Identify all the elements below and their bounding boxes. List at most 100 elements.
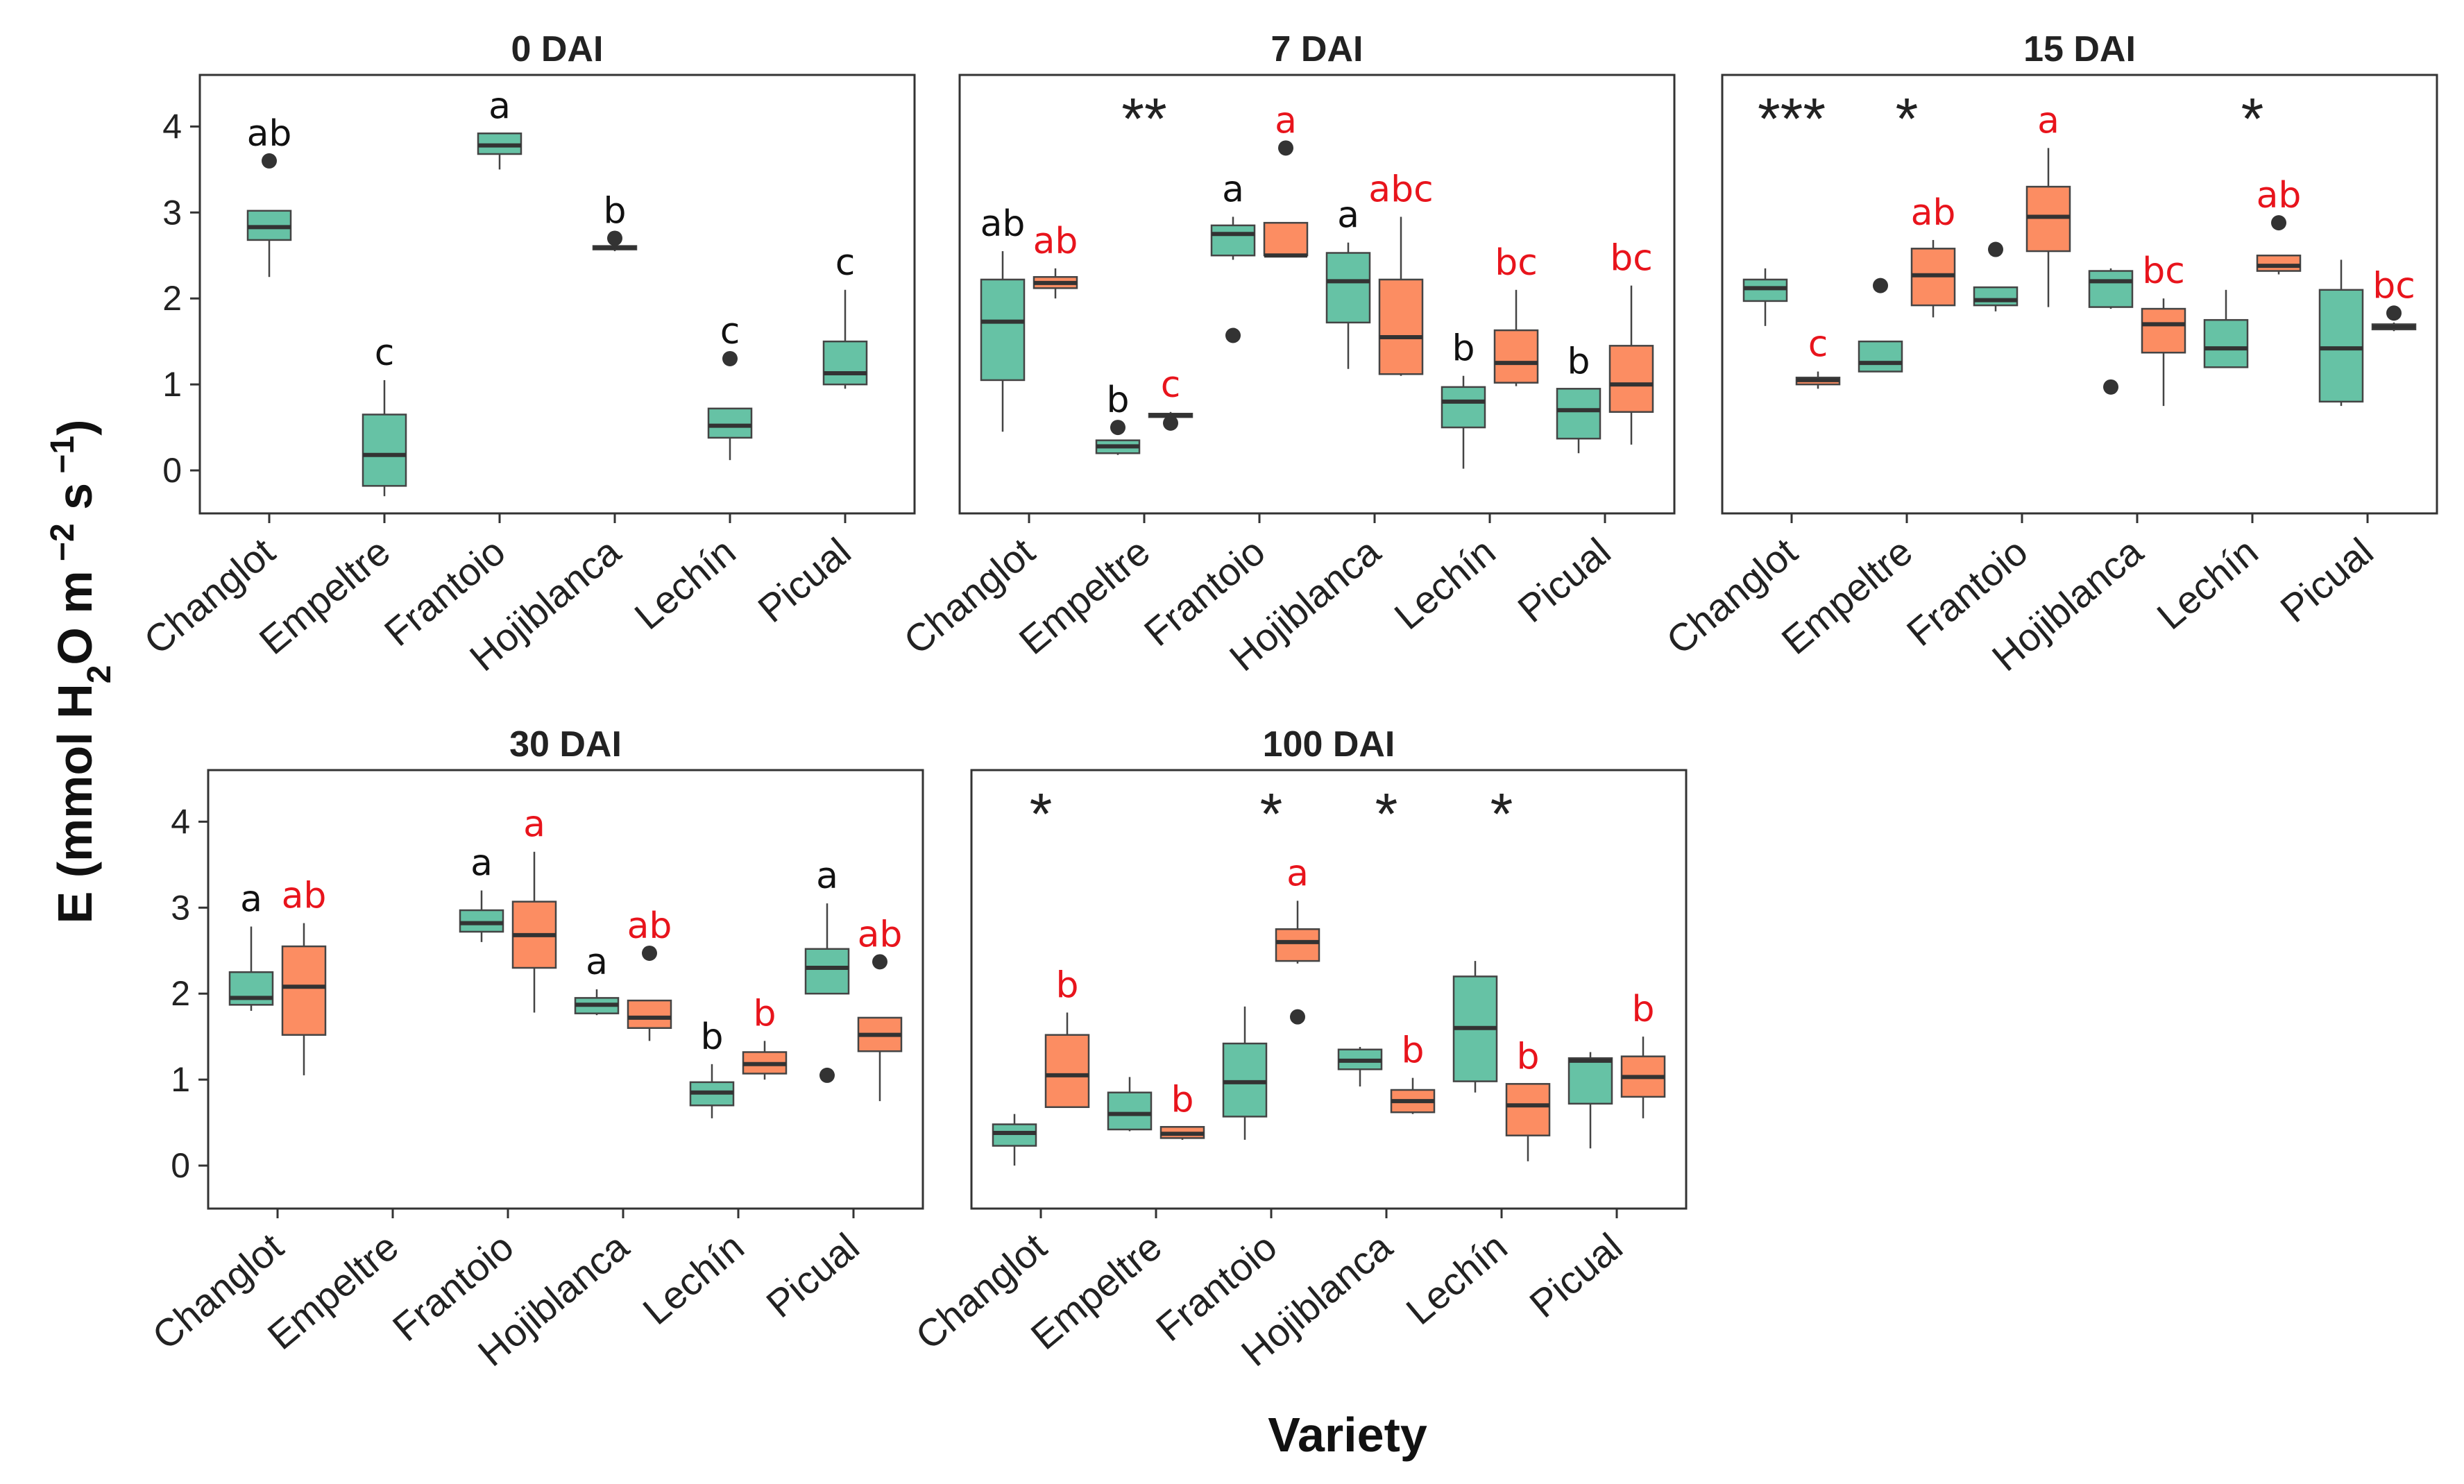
y-tick-label: 3 <box>171 888 190 927</box>
x-axis-title: Variety <box>1268 1408 1427 1462</box>
box-empeltre-control: b <box>1095 379 1141 455</box>
box-iqr <box>707 407 753 439</box>
panel-title: 7 DAI <box>1271 29 1363 69</box>
x-tick-label-picual: Picual <box>1521 1225 1630 1326</box>
panel-30-dai: 30 DAI01234ChanglotEmpeltreFrantoioHojib… <box>144 724 924 1374</box>
box-changlot-inoculated: b <box>1044 964 1090 1109</box>
outlier-point <box>722 350 738 366</box>
significance-letter: a <box>2037 100 2059 142</box>
box-frantoio-control <box>1222 1006 1268 1140</box>
box-lechin-inoculated: bc <box>1493 242 1539 386</box>
panel-title: 100 DAI <box>1263 724 1395 765</box>
significance-letter: b <box>1567 341 1590 382</box>
x-tick-label-changlot: Changlot <box>1658 529 1805 663</box>
significance-stars-hojiblanca: * <box>1375 781 1398 846</box>
box-iqr <box>2203 318 2249 368</box>
box-picual-inoculated: bc <box>1608 238 1654 445</box>
significance-letter: b <box>1516 1036 1539 1077</box>
box-iqr <box>2256 254 2302 272</box>
box-picual-control <box>2318 259 2364 407</box>
outlier-point <box>1163 415 1178 431</box>
box-empeltre-inoculated: b <box>1159 1079 1205 1140</box>
box-iqr <box>1858 340 1903 373</box>
box-frantoio-inoculated: a <box>511 804 557 1013</box>
box-iqr <box>1505 1083 1551 1136</box>
y-tick-label: 2 <box>162 279 182 318</box>
box-hojiblanca-inoculated: abc <box>1368 169 1434 376</box>
significance-letter: b <box>1106 379 1129 421</box>
panel-title: 0 DAI <box>511 29 604 69</box>
significance-letter: b <box>1055 964 1078 1006</box>
box-picual-control: b <box>1556 341 1601 454</box>
outlier-point <box>262 153 277 169</box>
box-iqr <box>1567 1057 1613 1105</box>
x-tick-label-empeltre: Empeltre <box>260 1225 407 1358</box>
box-iqr <box>1493 329 1539 384</box>
panel-100-dai: 100 DAIChanglotEmpeltreFrantoioHojiblanc… <box>907 724 1688 1374</box>
significance-letter: a <box>816 855 838 897</box>
outlier-point <box>1278 140 1293 156</box>
outlier-point <box>2271 215 2286 231</box>
box-frantoio-control: a <box>477 85 522 170</box>
significance-letter: bc <box>2372 265 2415 307</box>
box-hojiblanca-control <box>1337 1047 1383 1087</box>
box-changlot-inoculated: c <box>1795 324 1841 389</box>
box-lechin-control: c <box>707 311 753 461</box>
y-tick-label: 1 <box>171 1060 190 1099</box>
y-axis-title-superscript-1: −2 <box>44 523 81 570</box>
significance-letter: c <box>375 332 395 374</box>
significance-stars-empeltre: ** <box>1121 86 1166 151</box>
box-iqr <box>1107 1091 1153 1131</box>
significance-stars-empeltre: * <box>1896 86 1919 151</box>
box-iqr <box>1378 278 1424 375</box>
x-tick-label-picual: Picual <box>1509 529 1618 631</box>
significance-letter: a <box>586 941 608 983</box>
box-iqr <box>1222 1042 1268 1118</box>
box-hojiblanca-control: a <box>1325 195 1371 369</box>
x-tick-label-lechin: Lechín <box>634 1225 751 1333</box>
box-empeltre-inoculated: c <box>1148 364 1193 431</box>
x-tick-label-changlot: Changlot <box>907 1225 1055 1358</box>
x-tick-label-picual: Picual <box>2272 529 2381 631</box>
box-hojiblanca-control <box>2088 268 2134 395</box>
y-tick-label: 1 <box>162 365 182 404</box>
box-iqr <box>980 278 1026 382</box>
box-lechin-control <box>1452 961 1498 1093</box>
significance-letter: b <box>1401 1030 1424 1072</box>
outlier-point <box>2386 305 2402 321</box>
y-axis-title-mid-2: s <box>48 483 102 523</box>
panel-frame <box>958 74 1676 515</box>
box-changlot-control <box>1742 268 1788 326</box>
outlier-point <box>819 1067 835 1083</box>
outlier-point <box>642 945 657 961</box>
box-iqr <box>459 909 504 933</box>
x-tick-label-changlot: Changlot <box>144 1225 291 1358</box>
outlier-point <box>1110 420 1125 436</box>
box-hojiblanca-inoculated: b <box>1390 1030 1436 1114</box>
significance-stars-lechin: * <box>1490 781 1513 846</box>
x-tick-label-changlot: Changlot <box>135 529 283 663</box>
outlier-point <box>2103 379 2118 395</box>
y-tick-label: 0 <box>171 1146 190 1185</box>
box-lechin-inoculated: b <box>742 993 788 1080</box>
box-empeltre-control <box>1107 1077 1153 1132</box>
significance-letter: bc <box>1610 238 1653 280</box>
y-tick-label: 3 <box>162 193 182 232</box>
box-frantoio-inoculated: a <box>1263 100 1309 258</box>
significance-letter: b <box>603 190 626 232</box>
x-tick-label-lechin: Lechín <box>1397 1225 1515 1333</box>
box-iqr <box>1608 345 1654 413</box>
box-picual-inoculated: ab <box>858 914 902 1102</box>
box-changlot-control: ab <box>980 203 1026 432</box>
panel-frame <box>207 769 924 1210</box>
box-changlot-control <box>992 1114 1037 1166</box>
significance-letter: bc <box>2142 250 2185 292</box>
box-frantoio-inoculated: a <box>1275 853 1320 1025</box>
significance-letter: ab <box>980 203 1026 245</box>
significance-letter: ab <box>1911 192 1956 234</box>
box-picual-control: a <box>804 855 850 1083</box>
box-lechin-control: b <box>689 1016 735 1118</box>
box-iqr <box>822 340 868 386</box>
x-tick-label-empeltre: Empeltre <box>1023 1225 1170 1358</box>
